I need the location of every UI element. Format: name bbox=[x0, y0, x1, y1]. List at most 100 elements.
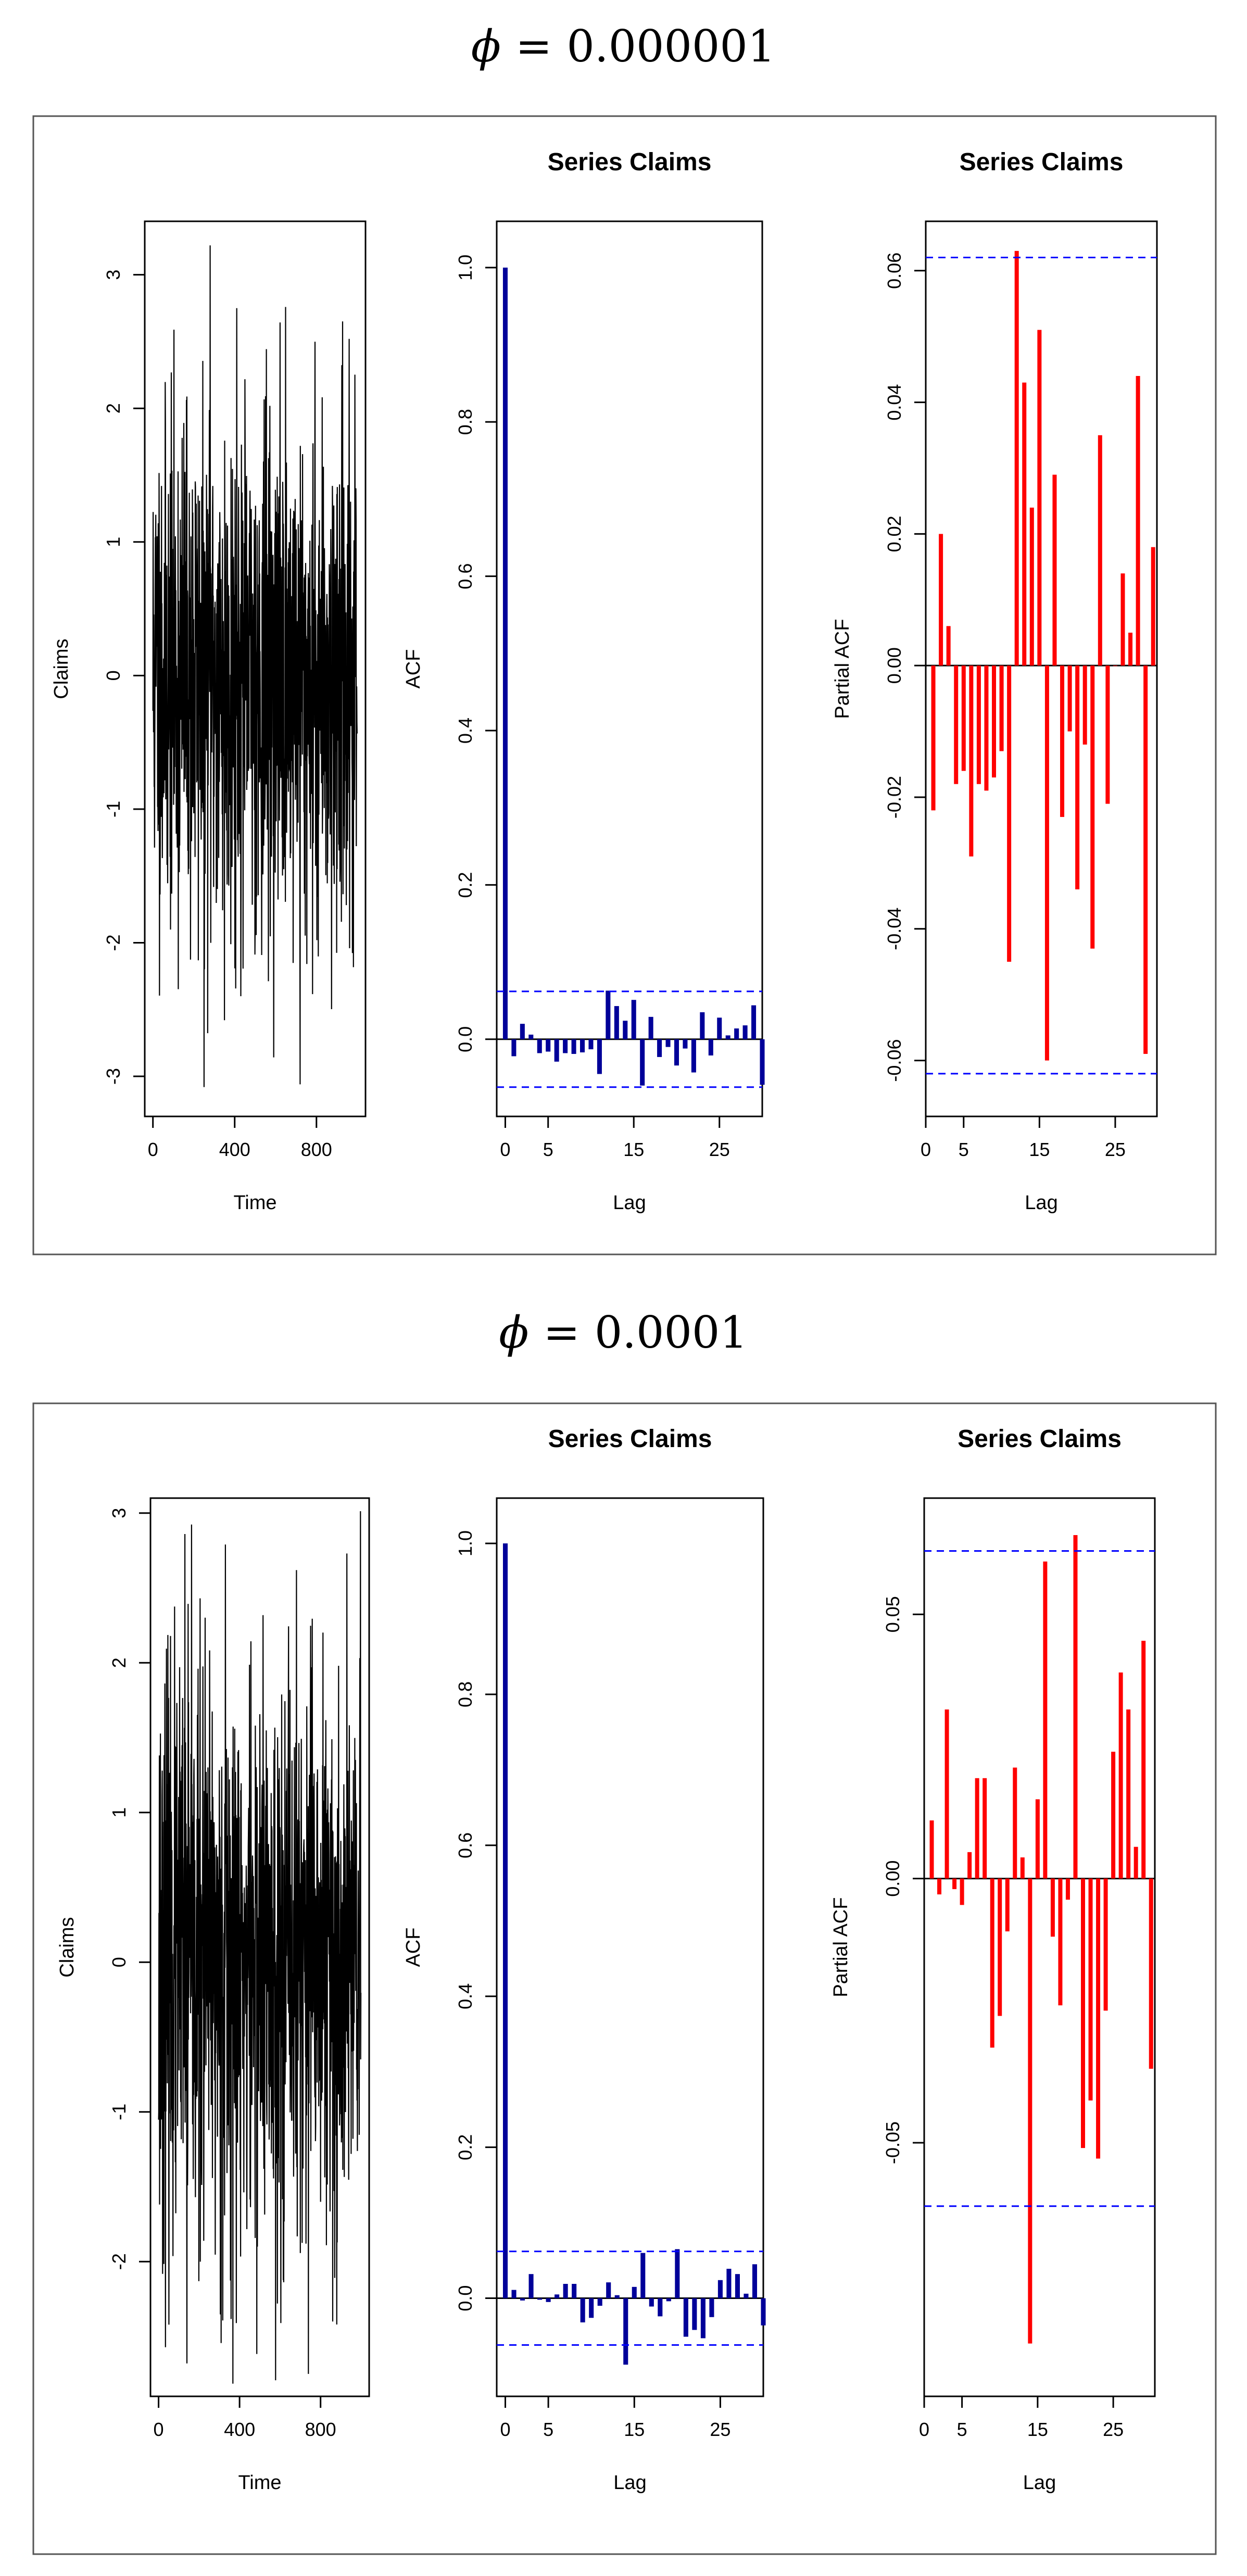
pacf-1-bar bbox=[1113, 665, 1117, 667]
pacf-1-bar bbox=[1029, 507, 1034, 666]
acf-1-xtick-label: 15 bbox=[623, 1139, 644, 1160]
acf-2-bar bbox=[709, 2298, 714, 2317]
pacf-1-bar bbox=[1052, 474, 1057, 666]
acf-1-plot-box bbox=[496, 220, 763, 1117]
pacf-1-bar bbox=[954, 665, 959, 784]
acf-2-bar bbox=[726, 2269, 732, 2298]
acf-1-bar bbox=[580, 1039, 585, 1053]
acf-2-xtick-label: 15 bbox=[624, 2419, 645, 2440]
ts-2-ytick-label: -2 bbox=[108, 2253, 130, 2270]
acf-1-ylabel: ACF bbox=[402, 649, 424, 689]
pacf-1-ytick-label: -0.02 bbox=[884, 776, 905, 819]
pacf-1-bar bbox=[946, 626, 951, 666]
pacf-1-bar bbox=[1044, 665, 1049, 1061]
pacf-2-bar bbox=[1096, 1878, 1101, 2159]
acf-2-bar bbox=[761, 2298, 766, 2326]
pacf-1-xtick-label: 5 bbox=[959, 1139, 969, 1160]
acf-2-bar bbox=[666, 2298, 671, 2302]
pacf-2-title: Series Claims bbox=[958, 1425, 1122, 1453]
ts-2-chart: 0 400 800 -2 -1 0 1 2 3 Time Claims bbox=[56, 1497, 370, 2494]
pacf-2-bar bbox=[1065, 1878, 1070, 1900]
pacf-1-bar bbox=[1014, 250, 1019, 666]
acf-1-bar bbox=[528, 1034, 534, 1039]
acf-1-bar bbox=[700, 1012, 705, 1039]
ts-2-ytick-label: 3 bbox=[108, 1508, 130, 1518]
acf-2-bar bbox=[572, 2284, 577, 2298]
acf-1-bar bbox=[571, 1039, 576, 1054]
pacf-2-xtick-label: 5 bbox=[957, 2419, 967, 2440]
pacf-2-ytick-label: -0.05 bbox=[882, 2121, 903, 2164]
pacf-1-bar bbox=[1037, 330, 1042, 666]
acf-1-title: Series Claims bbox=[548, 148, 712, 176]
acf-2-bar bbox=[502, 1543, 508, 2298]
acf-2-bar bbox=[563, 2284, 568, 2298]
ts-1-ytick-label: -1 bbox=[103, 801, 124, 818]
pacf-1-bar bbox=[1120, 573, 1125, 666]
acf-2-ytick-label: 0.2 bbox=[455, 2134, 476, 2160]
pacf-2-bar bbox=[1103, 1878, 1108, 2011]
acf-2-bar bbox=[511, 2290, 517, 2298]
pacf-2-ytick-label: 0.00 bbox=[882, 1861, 903, 1897]
acf-1-bar bbox=[717, 1017, 722, 1039]
acf-1-xlabel: Lag bbox=[613, 1192, 646, 1214]
ts-1-ylabel: Claims bbox=[51, 638, 72, 699]
pacf-1-bar bbox=[1022, 382, 1027, 666]
acf-2-xtick-label: 25 bbox=[710, 2419, 730, 2440]
pacf-2-bar bbox=[990, 1878, 994, 2048]
pacf-1-bar bbox=[1151, 547, 1155, 666]
acf-1-bar bbox=[623, 1021, 628, 1039]
pacf-2-chart: Series Claims 0 5 15 25 -0.05 0.00 0.05 Lag Parti… bbox=[830, 1425, 1156, 2494]
pacf-2-bar bbox=[1118, 1672, 1123, 1879]
pacf-1-bar bbox=[1090, 665, 1095, 949]
pacf-1-ylabel: Partial ACF bbox=[832, 619, 853, 719]
acf-1-chart: Series Claims 0 5 15 25 0.0 0.2 0.4 0.6 0.8 1.0 Lag… bbox=[402, 148, 765, 1214]
pacf-1-chart: Series Claims 0 5 15 25 -0.06 -0.04 -0.02 0.00 0.… bbox=[832, 148, 1158, 1214]
acf-1-ytick-label: 0.4 bbox=[455, 718, 476, 744]
pacf-1-bar bbox=[1067, 665, 1072, 732]
ts-1-ytick-label: -2 bbox=[103, 934, 124, 951]
acf-1-xtick-label: 0 bbox=[500, 1139, 510, 1160]
acf-2-ytick-label: 1.0 bbox=[455, 1530, 476, 1556]
ts-1-xtick-label: 0 bbox=[148, 1139, 158, 1160]
pacf-2-bar bbox=[1126, 1709, 1131, 1879]
acf-1-bar bbox=[674, 1039, 679, 1066]
pacf-2-bar bbox=[1028, 1878, 1032, 2344]
acf-2-xlabel: Lag bbox=[613, 2472, 646, 2494]
ts-2-xtick-label: 400 bbox=[224, 2419, 255, 2440]
pacf-1-ytick-label: 0.06 bbox=[884, 253, 905, 289]
pacf-1-bar bbox=[969, 665, 974, 857]
acf-2-plot-box bbox=[496, 1497, 764, 2397]
pacf-2-plot-box bbox=[923, 1497, 1156, 2397]
acf-2-xtick-label: 5 bbox=[543, 2419, 553, 2440]
acf-2-title: Series Claims bbox=[548, 1425, 712, 1453]
ts-1-ytick-label: 3 bbox=[103, 270, 124, 280]
acf-2-bar bbox=[649, 2298, 654, 2307]
figure-title-bottom: ϕ = 0.0001 bbox=[499, 1307, 748, 1358]
ts-2-xtick-label: 800 bbox=[305, 2419, 336, 2440]
pacf-2-bar bbox=[1149, 1878, 1153, 2069]
pacf-1-xtick-label: 25 bbox=[1105, 1139, 1126, 1160]
acf-2-xtick-label: 0 bbox=[500, 2419, 511, 2440]
pacf-2-bar bbox=[960, 1878, 964, 1905]
pacf-2-bar bbox=[937, 1878, 942, 1895]
acf-1-bar bbox=[751, 1005, 757, 1039]
acf-2-ytick-label: 0.6 bbox=[455, 1832, 476, 1858]
acf-1-bar bbox=[502, 267, 508, 1039]
acf-1-ytick-label: 0.0 bbox=[455, 1026, 476, 1052]
acf-1-bar bbox=[546, 1039, 551, 1052]
acf-1-bar bbox=[614, 1006, 619, 1039]
pacf-1-title: Series Claims bbox=[960, 148, 1124, 176]
acf-1-bar bbox=[648, 1016, 653, 1039]
phi-value: 0.0001 bbox=[595, 1307, 748, 1358]
panel-frame-top bbox=[32, 115, 1217, 1255]
acf-1-bar bbox=[537, 1039, 542, 1053]
acf-2-bar bbox=[597, 2298, 602, 2306]
ts-1-ytick-label: -3 bbox=[103, 1068, 124, 1085]
acf-1-ytick-label: 0.8 bbox=[455, 409, 476, 435]
ts-2-series-line bbox=[158, 1511, 362, 2384]
acf-2-ylabel: ACF bbox=[402, 1928, 424, 1967]
acf-1-bar bbox=[760, 1039, 765, 1085]
pacf-2-bar bbox=[1013, 1767, 1017, 1879]
pacf-1-ytick-label: 0.02 bbox=[884, 516, 905, 552]
